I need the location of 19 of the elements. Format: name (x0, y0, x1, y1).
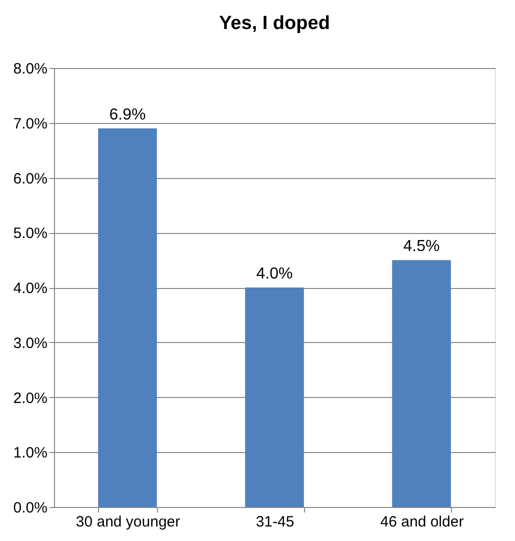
y-tick-label: 8.0% (13, 60, 48, 78)
y-tick-label: 6.0% (13, 170, 48, 188)
x-tick-label: 30 and younger (76, 514, 180, 530)
data-label: 4.5% (403, 238, 440, 256)
data-label: 6.9% (109, 106, 146, 124)
bar (245, 288, 304, 507)
y-tick-label: 5.0% (13, 225, 48, 242)
y-tick-label: 4.0% (13, 280, 48, 297)
y-tick-label: 1.0% (13, 444, 48, 462)
data-label: 4.0% (256, 266, 293, 282)
x-tick-label: 31-45 (256, 514, 294, 530)
bar (98, 128, 157, 507)
y-tick-label: 0.0% (13, 500, 48, 516)
y-tick-label: 2.0% (13, 390, 48, 407)
y-tick-label: 3.0% (13, 334, 48, 352)
chart-title: Yes, I doped (219, 13, 330, 34)
x-tick-label: 46 and older (380, 514, 464, 530)
y-tick-label: 7.0% (13, 115, 48, 132)
bar (392, 260, 451, 507)
